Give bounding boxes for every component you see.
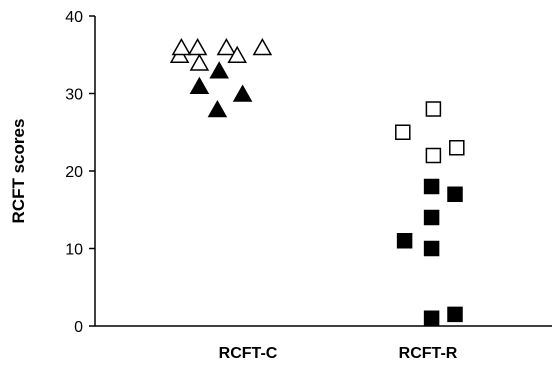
open-triangle-point [189, 53, 210, 71]
open-square-point [449, 140, 465, 156]
y-tick-label: 10 [65, 242, 83, 259]
open-triangle-point [216, 37, 237, 56]
filled-triangle-point [189, 76, 210, 94]
filled-square-point [423, 178, 440, 195]
filled-triangle-point [207, 99, 228, 118]
y-ticks: 0 10 20 30 40 [65, 9, 95, 336]
filled-square-point [423, 310, 440, 326]
open-triangle-point [252, 37, 273, 56]
filled-square-point [423, 240, 440, 257]
data-points [169, 37, 465, 326]
filled-triangle-point [232, 84, 253, 102]
axes [94, 16, 552, 327]
open-triangle-point [171, 37, 192, 56]
filled-triangle-point [209, 61, 229, 79]
y-tick-label: 20 [65, 164, 83, 181]
y-tick-label: 40 [65, 9, 83, 26]
open-square-point [425, 101, 442, 117]
open-triangle-point [227, 45, 247, 63]
open-square-point [425, 147, 442, 164]
filled-square-point [447, 306, 463, 323]
category-label: RCFT-R [399, 345, 458, 362]
filled-square-point [447, 186, 463, 202]
category-label: RCFT-C [219, 345, 278, 362]
open-triangle-point [187, 37, 208, 56]
filled-square-point [396, 233, 413, 249]
y-axis-title: RCFT scores [9, 119, 28, 224]
filled-square-point [423, 209, 440, 226]
category-labels: RCFT-C RCFT-R [219, 345, 458, 362]
y-tick-label: 30 [65, 87, 83, 104]
open-square-point [395, 124, 411, 140]
y-tick-label: 0 [74, 319, 83, 336]
